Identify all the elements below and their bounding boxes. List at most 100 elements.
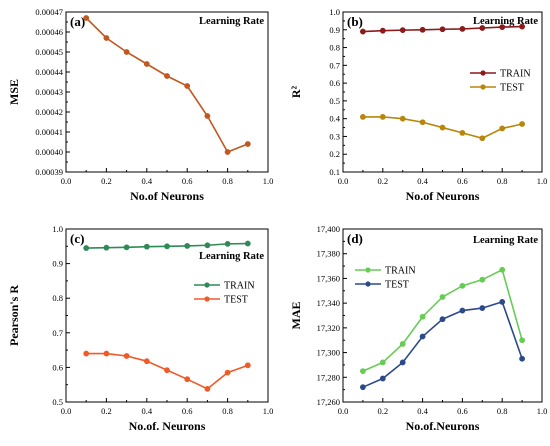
y-tick-label: 0.00047 [35,7,63,17]
x-tick-label: 0.4 [417,406,428,416]
y-tick-label: 0.00044 [35,67,63,77]
legend: TRAIN TEST [355,266,416,291]
data-point [359,28,366,35]
data-point [519,23,525,30]
y-tick-label: 0.3 [329,131,340,141]
legend-swatch-marker [204,296,210,302]
data-point [439,316,446,323]
x-tick-label: 0.6 [182,406,193,416]
data-point [143,243,150,250]
data-point [123,244,130,251]
data-point [519,355,525,362]
data-point [419,26,426,33]
data-point [439,294,446,300]
y-tick-label: 17,400 [317,224,340,234]
data-point [499,266,506,273]
data-point [379,359,386,366]
data-point [479,135,486,142]
data-point [103,35,110,41]
y-tick-label: 0.00046 [35,27,63,37]
y-tick-label: 1.0 [329,7,340,17]
data-point [83,350,90,357]
data-point [479,25,486,31]
y-tick-label: 17,320 [317,323,340,333]
data-point [184,243,191,249]
y-tick-label: 17,280 [317,372,340,382]
data-point [184,83,191,89]
data-point [224,369,231,376]
y-tick-label: 0.5 [329,96,340,106]
data-point [359,113,366,120]
legend-entry: TRAIN [500,69,531,80]
x-tick-label: 0.4 [417,176,428,186]
legend-swatch-marker [365,281,371,287]
x-tick-label: 0.8 [497,406,508,416]
chart-title: Learning Rate [199,16,264,27]
y-tick-label: 0.00042 [35,107,63,117]
x-tick-label: 1.0 [263,406,274,416]
legend-entry: TEST [385,280,409,291]
x-axis-label: No.of Neurons [130,189,204,203]
data-point [204,385,211,392]
x-axis-label: No.of.Neurons [406,419,480,433]
x-tick-label: 0.6 [182,176,193,186]
y-axis-label: R² [289,85,303,98]
y-tick-label: 17,260 [317,397,340,407]
x-tick-label: 0.2 [377,406,388,416]
x-tick-label: 0.6 [457,406,468,416]
y-tick-label: 0.00039 [35,167,63,177]
data-point [359,384,366,391]
chart-title: Learning Rate [473,235,538,246]
y-tick-label: 0.8 [52,293,63,303]
data-point [519,121,525,127]
data-point [379,375,386,382]
panel-tag: (a) [70,14,85,29]
y-axis-label: MAE [289,302,303,330]
y-tick-label: 0.5 [52,397,63,407]
chart-panel-1: 0.0 0.2 0.4 0.6 0.8 1.0 0.00039 0.00040 0.00041 0… [7,7,273,203]
legend-entry: TEST [224,295,248,306]
data-point [399,359,406,366]
chart-title: Learning Rate [199,251,264,262]
y-tick-label: 17,360 [317,273,340,283]
y-tick-label: 0.8 [329,43,340,53]
y-tick-label: 0.00045 [35,47,63,57]
y-tick-label: 0.9 [329,25,340,35]
data-point [123,353,130,359]
y-tick-label: 0.6 [52,362,63,372]
y-tick-label: 0.7 [52,328,63,338]
legend-swatch-marker [365,267,371,273]
chart-title: Learning Rate [473,16,538,27]
y-tick-label: 0.2 [329,149,340,159]
data-point [499,125,506,132]
data-point [419,313,426,320]
y-tick-label: 0.00041 [35,127,63,137]
data-point [164,367,170,374]
series-line-1 [85,17,249,154]
y-tick-label: 0.9 [52,259,63,269]
y-tick-label: 0.6 [329,78,340,88]
data-point [459,25,466,32]
data-point [244,141,251,147]
x-tick-label: 1.0 [263,176,274,186]
data-point [103,244,110,251]
data-point [244,362,251,369]
legend-entry: TRAIN [385,266,416,277]
data-point [164,243,170,250]
x-tick-label: 0.4 [141,176,152,186]
data-point [359,368,366,375]
chart-panel-3: 0.0 0.2 0.4 0.6 0.8 1.0 0.5 0.6 0.7 0.8 0.9 1.0 No.o… [7,224,273,433]
y-tick-label: 0.7 [329,60,340,70]
legend: TRAIN TEST [470,69,531,94]
y-tick-label: 0.1 [329,167,340,177]
data-point [123,49,130,55]
plot-frame [342,228,543,403]
data-point [399,27,406,34]
data-point [143,358,150,365]
x-tick-label: 0.6 [457,176,468,186]
x-tick-label: 0.0 [338,406,349,416]
x-tick-label: 0.2 [101,176,112,186]
x-tick-label: 0.8 [222,406,233,416]
x-tick-label: 0.2 [377,176,388,186]
data-point [184,376,191,383]
